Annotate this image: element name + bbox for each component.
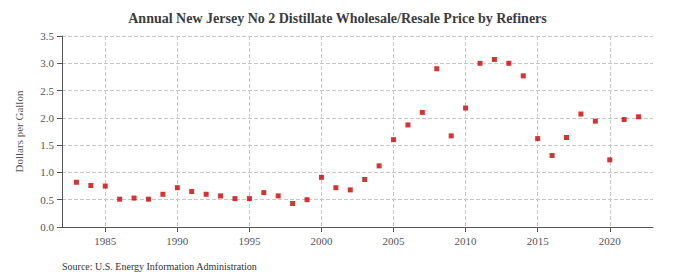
svg-text:2000: 2000 bbox=[310, 235, 333, 247]
svg-text:2015: 2015 bbox=[527, 235, 550, 247]
svg-text:3.5: 3.5 bbox=[40, 30, 54, 42]
svg-text:1990: 1990 bbox=[166, 235, 189, 247]
svg-text:0.5: 0.5 bbox=[40, 194, 54, 206]
svg-text:2.0: 2.0 bbox=[40, 112, 54, 124]
svg-text:1995: 1995 bbox=[238, 235, 261, 247]
svg-text:Annual New Jersey No 2 Distill: Annual New Jersey No 2 Distillate Wholes… bbox=[128, 11, 547, 26]
svg-text:2005: 2005 bbox=[383, 235, 406, 247]
svg-text:1.5: 1.5 bbox=[40, 139, 54, 151]
svg-text:2010: 2010 bbox=[455, 235, 478, 247]
svg-text:1.0: 1.0 bbox=[40, 166, 54, 178]
svg-text:Dollars per Gallon: Dollars per Gallon bbox=[13, 90, 25, 172]
svg-text:2.5: 2.5 bbox=[40, 85, 54, 97]
svg-text:3.0: 3.0 bbox=[40, 57, 54, 69]
svg-text:0.0: 0.0 bbox=[40, 221, 54, 233]
svg-text:1985: 1985 bbox=[94, 235, 117, 247]
svg-text:Source: U.S. Energy Informatio: Source: U.S. Energy Information Administ… bbox=[62, 261, 257, 272]
svg-text:2020: 2020 bbox=[599, 235, 622, 247]
